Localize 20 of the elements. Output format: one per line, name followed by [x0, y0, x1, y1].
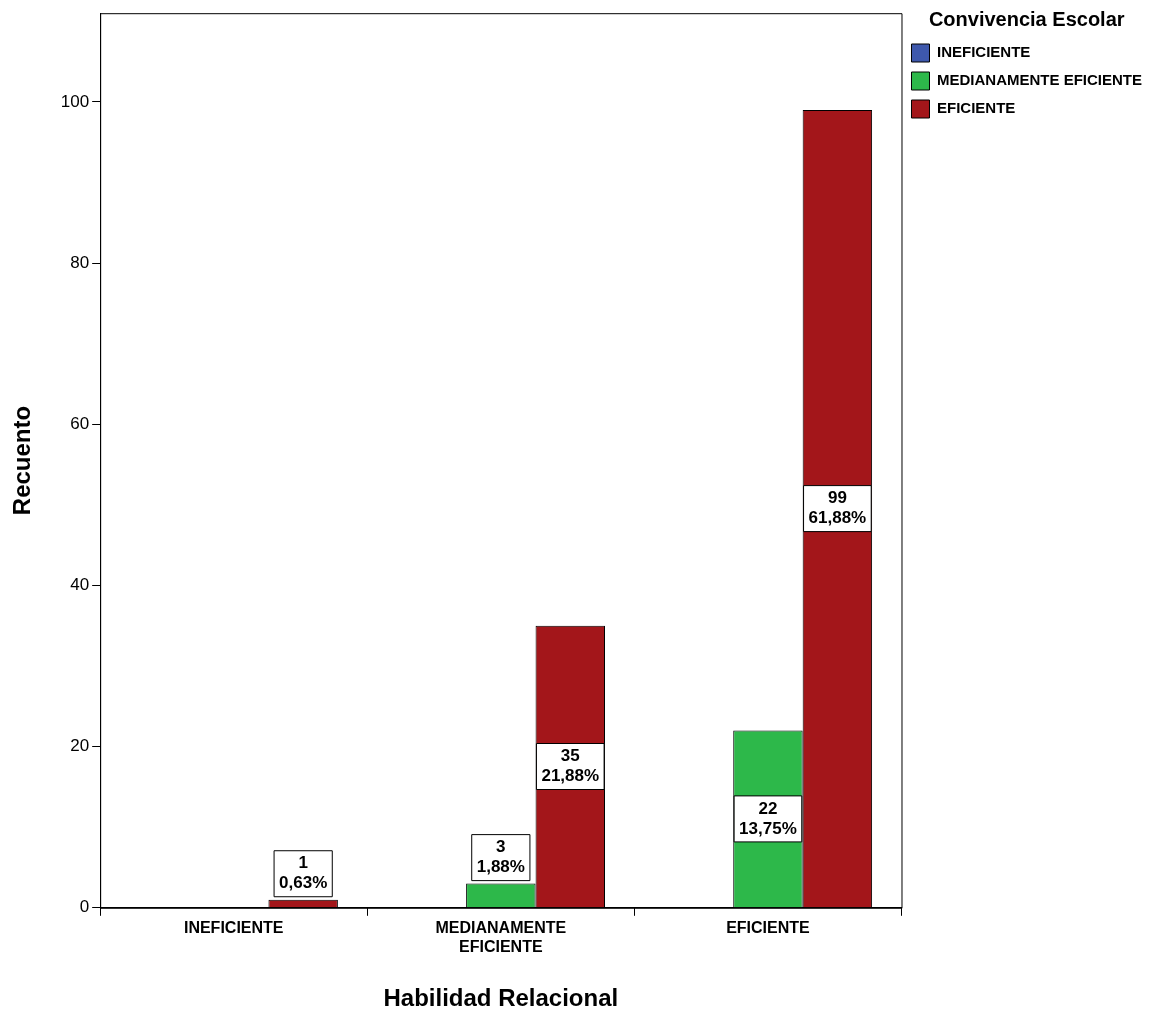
x-tick-label: INEFICIENTE	[183, 918, 284, 936]
y-axis-title: Recuento	[8, 405, 36, 516]
data-label: 35 21,88%	[541, 746, 600, 786]
data-label: 99 61,88%	[808, 488, 867, 528]
y-tick-label: 20	[70, 736, 90, 756]
x-tick-label: MEDIANAMENTE EFICIENTE	[435, 918, 567, 956]
x-axis-title: Habilidad Relacional	[383, 984, 619, 1012]
legend-label: MEDIANAMENTE EFICIENTE	[937, 71, 1143, 89]
data-label: 3 1,88%	[476, 837, 525, 877]
x-tick-label: EFICIENTE	[726, 918, 811, 936]
y-tick-label: 80	[70, 252, 90, 272]
legend-label: EFICIENTE	[937, 99, 1016, 117]
data-label: 1 0,63%	[279, 853, 328, 893]
y-tick-label: 40	[70, 575, 90, 595]
data-label: 22 13,75%	[739, 798, 797, 838]
y-tick-label: 0	[79, 897, 90, 917]
legend-title: Convivencia Escolar	[928, 7, 1125, 30]
y-tick-label: 100	[60, 91, 90, 111]
y-tick-label: 60	[70, 413, 90, 433]
legend-label: INEFICIENTE	[937, 43, 1031, 61]
